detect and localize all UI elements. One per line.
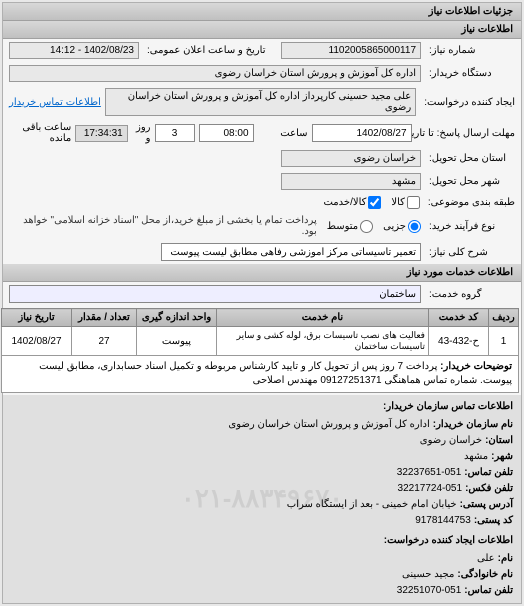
hours-remain: 17:34:31 [75,125,127,142]
province-label: استان محل تحویل: [425,153,515,164]
deadline-label: مهلت ارسال پاسخ: تا تاریخ: [416,128,515,139]
city-label: شهر محل تحویل: [425,176,515,187]
col-name: نام خدمت [217,309,429,327]
process-mid-radio[interactable]: متوسط [327,220,373,233]
number-label: شماره نیاز: [425,45,515,56]
requester-contact-header: اطلاعات ایجاد کننده درخواست: [11,533,513,551]
public-date-label: تاریخ و ساعت اعلان عمومی: [143,45,266,56]
process-label: نوع فرآیند خرید: [425,221,515,232]
process-small-radio[interactable]: جزیی [383,220,421,233]
delivery-province: خراسان رضوی [281,150,421,167]
buyer-label: دستگاه خریدار: [425,68,515,79]
days-label: روز و [132,122,151,144]
deadline-date-input[interactable] [312,124,412,142]
table-row: 1 ح-432-43 فعالیت های نصب تاسیسات برق، ل… [2,327,519,356]
deadline-time-input[interactable] [199,124,254,142]
remain-label: ساعت باقی مانده [9,122,71,144]
desc-row: توضیحات خریدار: پرداخت 7 روز پس از تحویل… [2,356,519,393]
days-remain [155,124,195,142]
goods-checkbox[interactable]: کالا [391,196,420,209]
col-row: ردیف [489,309,519,327]
buyer-contact-section: ۰۲۱-۸۸۳۴۹۶۷۰ اطلاعات تماس سازمان خریدار:… [3,395,521,603]
col-code: کد خدمت [429,309,489,327]
contact-link[interactable]: اطلاعات تماس خریدار [9,97,101,108]
requester-label: ایجاد کننده درخواست: [420,97,515,108]
process-note: پرداخت تمام یا بخشی از مبلغ خرید،از محل … [9,215,317,237]
col-unit: واحد اندازه گیری [137,309,217,327]
buyer-contact-header: اطلاعات تماس سازمان خریدار: [11,399,513,417]
services-header: اطلاعات خدمات مورد نیاز [3,264,521,282]
need-number: 1102005865000117 [281,42,421,59]
commodity-label: طبقه بندی موضوعی: [424,197,515,208]
need-info-header: اطلاعات نیاز [3,21,521,39]
col-date: تاریخ نیاز [2,309,72,327]
public-date: 1402/08/23 - 14:12 [9,42,139,59]
services-table: ردیف کد خدمت نام خدمت واحد اندازه گیری ت… [1,308,519,393]
service-group-input[interactable] [9,285,421,303]
requester-name: علی مجید حسینی کارپرداز اداره کل آموزش و… [105,88,416,116]
col-qty: تعداد / مقدار [72,309,137,327]
need-desc-label: شرح کلی نیاز: [425,247,515,258]
service-group-label: گروه خدمت: [425,289,515,300]
page-title: جزئیات اطلاعات نیاز [3,3,521,21]
buyer-name: اداره کل آموزش و پرورش استان خراسان رضوی [9,65,421,82]
time-label: ساعت [258,128,308,139]
delivery-city: مشهد [281,173,421,190]
services-checkbox[interactable]: کالا/خدمت [323,196,381,209]
need-desc-input[interactable] [161,243,421,261]
